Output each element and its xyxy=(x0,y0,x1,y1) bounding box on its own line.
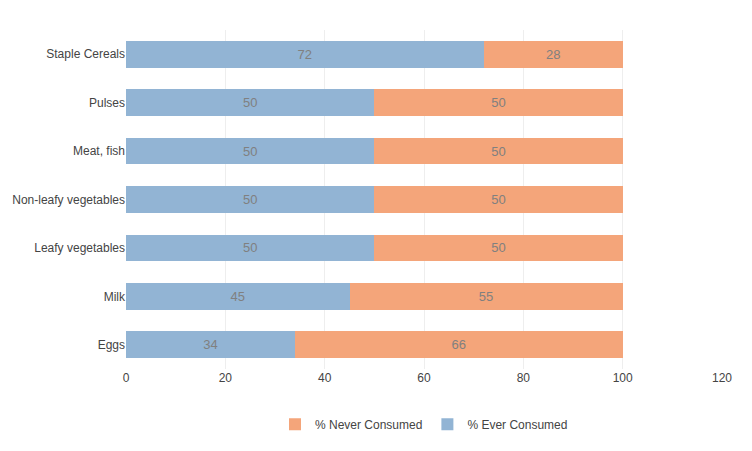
svg-text:Milk: Milk xyxy=(104,290,126,304)
svg-text:50: 50 xyxy=(243,192,257,207)
svg-text:55: 55 xyxy=(479,289,493,304)
svg-text:34: 34 xyxy=(203,337,217,352)
svg-text:50: 50 xyxy=(491,95,505,110)
svg-text:100: 100 xyxy=(613,371,633,385)
svg-text:50: 50 xyxy=(491,144,505,159)
svg-text:% Never Consumed: % Never Consumed xyxy=(315,418,422,432)
svg-text:120: 120 xyxy=(712,371,732,385)
svg-text:Pulses: Pulses xyxy=(89,96,125,110)
svg-text:66: 66 xyxy=(452,337,466,352)
svg-text:Staple Cereals: Staple Cereals xyxy=(46,47,125,61)
svg-text:0: 0 xyxy=(123,371,130,385)
svg-text:50: 50 xyxy=(243,144,257,159)
svg-text:28: 28 xyxy=(546,47,560,62)
svg-text:40: 40 xyxy=(318,371,332,385)
svg-text:Non-leafy vegetables: Non-leafy vegetables xyxy=(12,193,125,207)
svg-text:Eggs: Eggs xyxy=(98,338,125,352)
svg-text:60: 60 xyxy=(417,371,431,385)
svg-text:Meat, fish: Meat, fish xyxy=(73,144,125,158)
svg-text:50: 50 xyxy=(491,240,505,255)
svg-text:50: 50 xyxy=(243,240,257,255)
svg-text:20: 20 xyxy=(219,371,233,385)
svg-text:50: 50 xyxy=(243,95,257,110)
svg-text:72: 72 xyxy=(298,47,312,62)
svg-text:Leafy vegetables: Leafy vegetables xyxy=(34,241,125,255)
svg-text:45: 45 xyxy=(231,289,245,304)
svg-text:50: 50 xyxy=(491,192,505,207)
svg-text:80: 80 xyxy=(517,371,531,385)
svg-text:% Ever Consumed: % Ever Consumed xyxy=(467,418,567,432)
